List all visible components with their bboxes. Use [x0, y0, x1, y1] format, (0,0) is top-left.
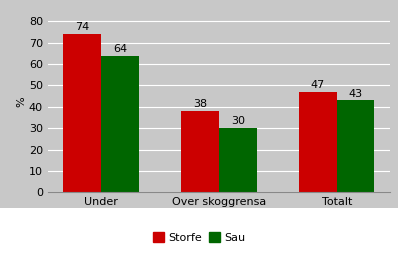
Bar [299, 92, 337, 192]
Bar [337, 100, 375, 192]
Y-axis label: %: % [16, 96, 26, 107]
Text: 74: 74 [75, 22, 89, 33]
Bar [101, 56, 139, 192]
Text: 43: 43 [349, 89, 363, 99]
Bar [219, 128, 257, 192]
Text: 64: 64 [113, 44, 127, 54]
Bar [63, 34, 101, 192]
Text: 38: 38 [193, 99, 207, 109]
Bar [181, 111, 219, 192]
Text: 47: 47 [311, 80, 325, 90]
Legend: Storfe, Sau: Storfe, Sau [148, 228, 250, 248]
Text: 30: 30 [231, 116, 245, 127]
